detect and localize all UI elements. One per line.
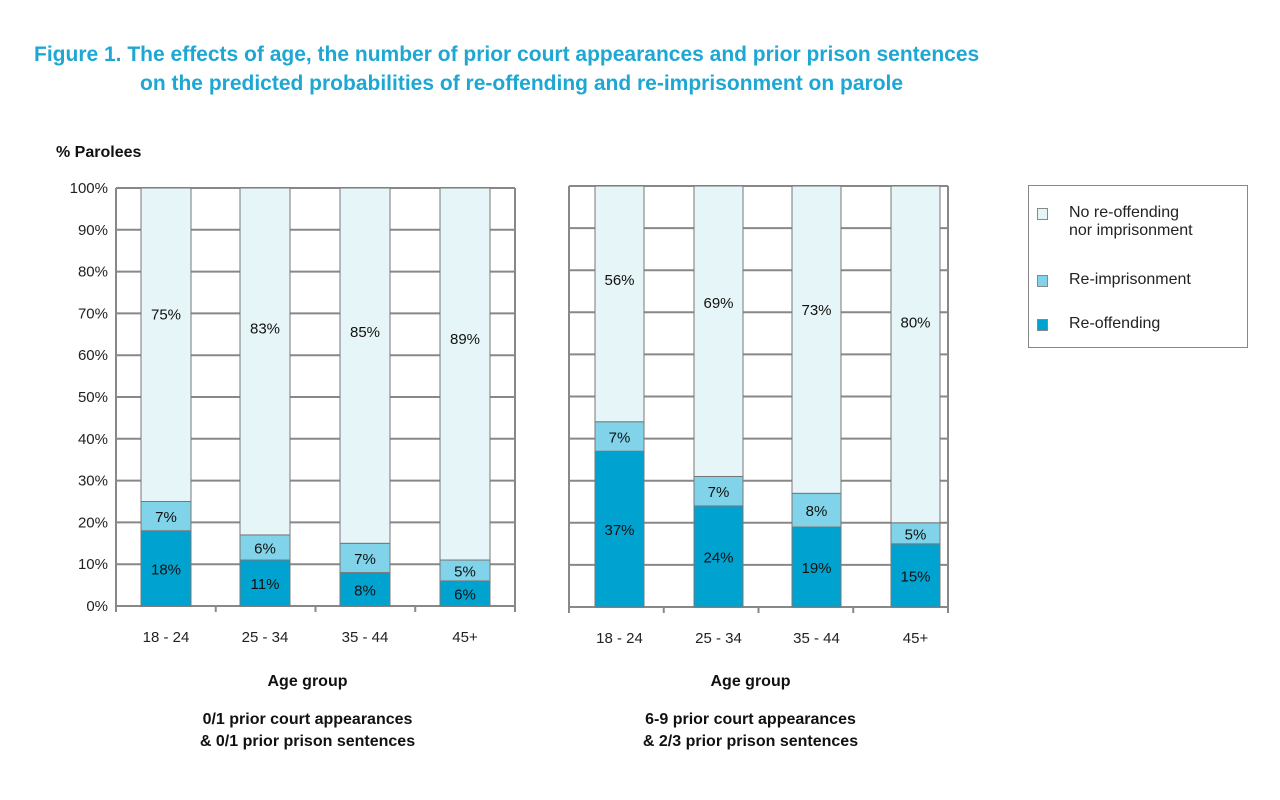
bar-segment [693, 505, 744, 608]
bar-segment [439, 580, 491, 607]
data-label: 80% [900, 314, 930, 331]
bar-segment [791, 526, 842, 608]
legend-label: Re-imprisonment [1069, 271, 1191, 288]
panel-subtitle-line1: 6-9 prior court appearances [645, 711, 856, 728]
data-label: 7% [354, 551, 376, 568]
data-label: 85% [350, 324, 380, 341]
data-label: 6% [254, 540, 276, 557]
legend-item-none: No re-offending nor imprisonment [1037, 204, 1193, 240]
legend-item-re-offending: Re-offending [1037, 315, 1160, 333]
legend-label-line2: nor imprisonment [1069, 222, 1193, 239]
y-tick-label: 90% [78, 222, 108, 239]
bar-segment [890, 185, 941, 524]
bar-segment [239, 187, 291, 536]
bar-segment [890, 543, 941, 608]
y-tick-label: 10% [78, 556, 108, 573]
data-label: 69% [703, 295, 733, 312]
legend-label: No re-offending nor imprisonment [1069, 204, 1193, 240]
data-label: 15% [900, 568, 930, 585]
y-tick-label: 50% [78, 389, 108, 406]
data-label: 56% [604, 272, 634, 289]
panel-subtitle-line1: 0/1 prior court appearances [203, 711, 413, 728]
data-label: 7% [155, 509, 177, 526]
data-label: 37% [604, 522, 634, 539]
data-label: 18% [151, 561, 181, 578]
legend-swatch [1037, 275, 1048, 287]
data-label: 83% [250, 321, 280, 338]
x-axis-title: Age group [268, 673, 348, 690]
y-tick-label: 40% [78, 431, 108, 448]
legend-item-re-imprisonment: Re-imprisonment [1037, 271, 1191, 289]
y-tick-label: 80% [78, 264, 108, 281]
data-label: 73% [801, 302, 831, 319]
data-label: 75% [151, 307, 181, 324]
y-tick-label: 30% [78, 473, 108, 490]
bar-segment [439, 187, 491, 561]
x-tick-label: 25 - 34 [695, 630, 742, 647]
bar-segment [140, 501, 192, 532]
x-tick-label: 35 - 44 [793, 630, 840, 647]
x-tick-label: 45+ [903, 630, 929, 647]
figure-title: Figure 1. The effects of age, the number… [34, 40, 979, 98]
bar-segment [693, 185, 744, 477]
legend-label: Re-offending [1069, 315, 1161, 332]
title-line-1: Figure 1. The effects of age, the number… [34, 43, 980, 66]
x-tick-label: 18 - 24 [596, 630, 643, 647]
x-tick-label: 35 - 44 [342, 629, 389, 646]
y-tick-label: 20% [78, 514, 108, 531]
bar-segment [339, 572, 391, 607]
x-tick-label: 18 - 24 [143, 629, 190, 646]
bar-segment [693, 475, 744, 507]
legend-label-line1: No re-offending [1069, 204, 1179, 221]
data-label: 11% [251, 576, 280, 593]
x-tick-label: 25 - 34 [242, 629, 289, 646]
legend-swatch [1037, 319, 1048, 331]
title-line-2: on the predicted probabilities of re-off… [140, 72, 904, 95]
y-tick-label: 0% [86, 598, 108, 615]
y-tick-label: 60% [78, 347, 108, 364]
data-label: 8% [806, 503, 828, 520]
legend: No re-offending nor imprisonment Re-impri… [1028, 185, 1248, 348]
data-label: 7% [708, 484, 730, 501]
bar-segment [791, 492, 842, 528]
bar-segment [791, 185, 842, 494]
panel-subtitle-line2: & 0/1 prior prison sentences [200, 733, 415, 750]
bar-segment [239, 534, 291, 561]
data-label: 8% [354, 582, 376, 599]
data-label: 5% [454, 563, 476, 580]
data-label: 19% [801, 560, 831, 577]
data-label: 6% [454, 586, 476, 603]
data-label: 24% [703, 549, 733, 566]
panel-subtitle-line2: & 2/3 prior prison sentences [643, 733, 858, 750]
legend-swatch [1037, 208, 1048, 220]
data-label: 7% [609, 429, 631, 446]
x-axis-title: Age group [711, 673, 791, 690]
bar-segment [594, 185, 645, 423]
y-tick-label: 100% [70, 180, 108, 197]
data-label: 89% [450, 331, 480, 348]
bar-segment [140, 530, 192, 607]
bar-segment [140, 187, 192, 502]
bar-segment [239, 559, 291, 607]
data-label: 5% [905, 526, 927, 543]
x-tick-label: 45+ [452, 629, 478, 646]
y-axis-title: % Parolees [56, 144, 141, 161]
y-tick-label: 70% [78, 305, 108, 322]
bar-segment [339, 187, 391, 544]
